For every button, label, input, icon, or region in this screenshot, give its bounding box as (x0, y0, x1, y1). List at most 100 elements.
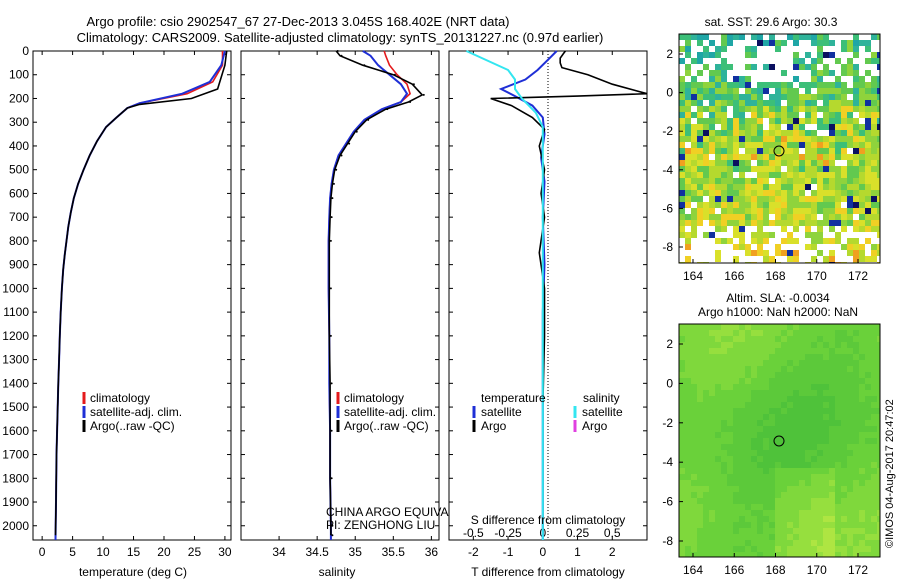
sst-cell (703, 148, 709, 154)
sst-cell (745, 118, 751, 124)
sst-cell (685, 148, 691, 154)
sst-cell (829, 214, 835, 220)
sla-cell (841, 384, 847, 390)
sla-cell (709, 540, 715, 546)
sla-cell (733, 378, 739, 384)
sla-cell (721, 522, 727, 528)
sla-cell (721, 366, 727, 372)
sla-cell (841, 492, 847, 498)
sst-cell (757, 34, 763, 40)
sla-cell (679, 522, 685, 528)
sla-cell (703, 450, 709, 456)
sla-cell (841, 552, 847, 557)
sla-cell (721, 498, 727, 504)
sst-cell (763, 64, 769, 70)
sst-cell (787, 118, 793, 124)
sst-cell (679, 94, 685, 100)
sla-cell (823, 444, 829, 450)
sla-cell (775, 444, 781, 450)
sla-cell (739, 378, 745, 384)
sla-cell (703, 456, 709, 462)
sst-cell (751, 52, 757, 58)
sst-cell (745, 142, 751, 148)
sst-cell (799, 214, 805, 220)
sla-cell (871, 342, 877, 348)
sla-cell (793, 468, 799, 474)
sst-cell (685, 40, 691, 46)
sla-cell (793, 552, 799, 557)
sla-cell (853, 450, 859, 456)
sst-cell (697, 70, 703, 76)
sst-cell (715, 256, 721, 262)
sla-cell (829, 546, 835, 552)
sst-cell (763, 160, 769, 166)
series-line-argo-raw-qc- (54, 50, 228, 536)
legend-t-argo-label: Argo (481, 419, 507, 433)
sst-cell (829, 208, 835, 214)
sst-cell (709, 166, 715, 172)
sst-cell (835, 124, 841, 130)
sst-cell (715, 106, 721, 112)
sst-cell (715, 172, 721, 178)
sst-cell (757, 166, 763, 172)
sla-cell (709, 348, 715, 354)
sst-cell (685, 70, 691, 76)
sst-cell (787, 82, 793, 88)
sst-cell (871, 124, 877, 130)
sst-cell (739, 196, 745, 202)
sla-cell (697, 492, 703, 498)
sst-cell (721, 214, 727, 220)
sst-cell (877, 184, 880, 190)
sst-cell (703, 118, 709, 124)
sla-cell (787, 534, 793, 540)
sst-cell (679, 148, 685, 154)
sst-cell (829, 250, 835, 256)
sst-cell (787, 166, 793, 172)
sla-cell (721, 540, 727, 546)
sla-cell (745, 432, 751, 438)
sla-cell (877, 444, 880, 450)
sla-cell (703, 438, 709, 444)
sla-cell (697, 378, 703, 384)
sst-cell (739, 178, 745, 184)
sla-cell (769, 372, 775, 378)
sla-cell (745, 438, 751, 444)
sla-cell (715, 552, 721, 557)
sst-cell (721, 58, 727, 64)
sst-cell (691, 112, 697, 118)
sla-cell (715, 450, 721, 456)
sst-cell (799, 190, 805, 196)
sla-cell (859, 402, 865, 408)
sst-cell (769, 166, 775, 172)
sla-cell (685, 390, 691, 396)
sst-cell (757, 178, 763, 184)
sla-cell (823, 342, 829, 348)
sst-cell (799, 136, 805, 142)
sla-cell (775, 528, 781, 534)
sst-cell (697, 58, 703, 64)
sla-cell (799, 516, 805, 522)
sla-cell (853, 378, 859, 384)
sla-cell (787, 420, 793, 426)
sst-cell (799, 154, 805, 160)
sla-cell (835, 450, 841, 456)
sst-cell (757, 148, 763, 154)
sla-cell (733, 462, 739, 468)
sla-cell (817, 486, 823, 492)
sst-cell (787, 124, 793, 130)
sla-cell (709, 522, 715, 528)
sla-cell (697, 408, 703, 414)
sla-cell (841, 510, 847, 516)
sst-cell (775, 160, 781, 166)
sla-cell (835, 546, 841, 552)
sst-cell (871, 172, 877, 178)
sst-cell (697, 202, 703, 208)
sst-cell (703, 172, 709, 178)
sst-cell (841, 100, 847, 106)
sla-cell (685, 480, 691, 486)
sla-cell (697, 456, 703, 462)
sst-cell (769, 202, 775, 208)
sst-cell (835, 148, 841, 154)
sla-cell (799, 354, 805, 360)
sla-cell (859, 504, 865, 510)
